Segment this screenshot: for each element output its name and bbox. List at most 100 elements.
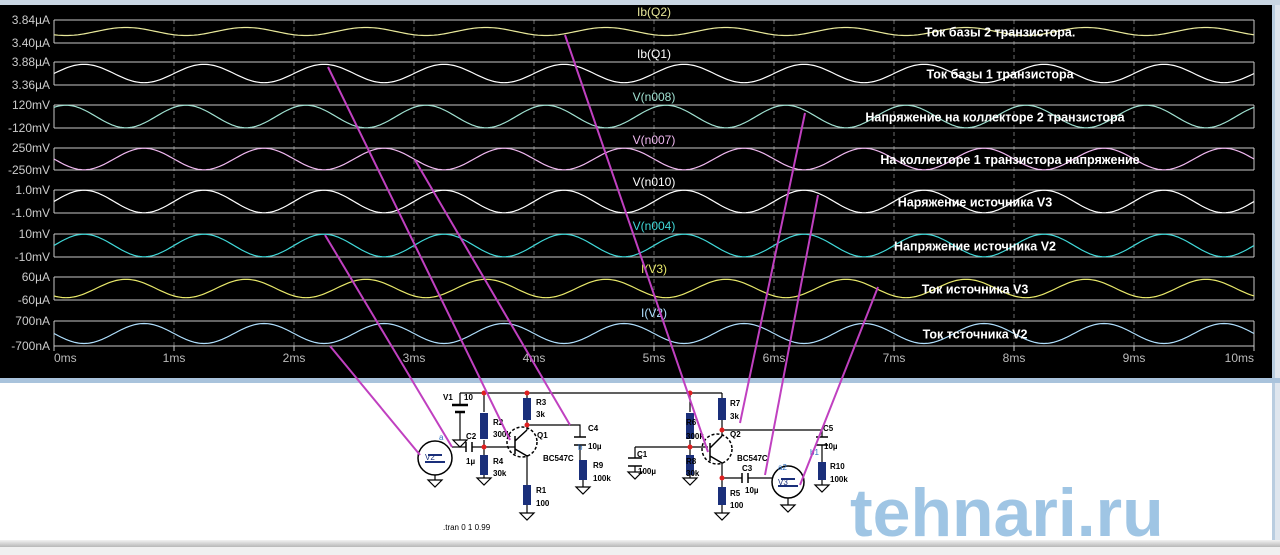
- y-tick-label-bottom: 3.40µA: [12, 36, 50, 50]
- value-v1: 10: [464, 393, 473, 402]
- trace-name-label: I(V2): [641, 306, 667, 320]
- waveform-viewer[interactable]: 0ms 1ms 2ms 3ms 4ms 5ms 6ms 7ms 8ms 9ms 10ms 3.84µA…: [0, 5, 1275, 378]
- value-r9: 100k: [593, 474, 611, 483]
- x-tick-label: 5ms: [643, 351, 666, 365]
- model-q2: BC547C: [737, 454, 768, 463]
- resistor-r3[interactable]: [523, 398, 531, 420]
- value-r2: 300k: [493, 430, 511, 439]
- label-r5: R5: [730, 489, 741, 498]
- label-c5: C5: [823, 424, 834, 433]
- value-r1: 100: [536, 499, 550, 508]
- trace-annotation: Ток источника V3: [922, 283, 1029, 297]
- label-r2: R2: [493, 418, 504, 427]
- label-r3: R3: [536, 398, 547, 407]
- voltage-source-v2: [417, 440, 453, 476]
- trace-name-label: V(n004): [633, 219, 676, 233]
- net-label-b1: b1: [810, 448, 819, 457]
- window-frame: [0, 0, 1280, 5]
- value-r10: 100k: [830, 475, 848, 484]
- resistor-r10[interactable]: [818, 462, 826, 480]
- label-q2: Q2: [730, 430, 741, 439]
- value-r7: 3k: [730, 412, 739, 421]
- resistor-r1[interactable]: [523, 485, 531, 505]
- y-tick-label-bottom: -1.0mV: [11, 206, 50, 220]
- label-r10: R10: [830, 462, 845, 471]
- value-r5: 100: [730, 501, 744, 510]
- label-c3: C3: [742, 464, 753, 473]
- trace-i-v2-: [53, 322, 1255, 345]
- resistor-r2[interactable]: [480, 413, 488, 439]
- x-tick-label: 1ms: [163, 351, 186, 365]
- label-r1: R1: [536, 486, 547, 495]
- y-tick-label-top: 1.0mV: [15, 183, 50, 197]
- net-label-b: b: [578, 443, 583, 452]
- trace-name-label: V(n010): [633, 175, 676, 189]
- schematic-editor[interactable]: tehnari.ru: [0, 383, 1275, 551]
- x-tick-label: 0ms: [54, 351, 77, 365]
- y-tick-label-top: 700nA: [15, 314, 50, 328]
- trace-annotation: На коллекторе 1 транзистора напряжение: [880, 153, 1139, 167]
- ground-symbols: [427, 439, 830, 521]
- x-tick-label: 10ms: [1225, 351, 1254, 365]
- capacitor-c3: [741, 473, 749, 483]
- y-tick-label-top: 3.88µA: [12, 55, 50, 69]
- schematic-canvas[interactable]: tehnari.ru: [0, 383, 1272, 551]
- trace-name-label: V(n008): [633, 90, 676, 104]
- value-c4: 10µ: [588, 442, 602, 451]
- label-r8: R8: [686, 457, 697, 466]
- voltage-source-v3: [771, 465, 805, 499]
- y-tick-label-top: 250mV: [12, 141, 50, 155]
- resistor-r5[interactable]: [718, 487, 726, 505]
- label-c2: C2: [466, 432, 477, 441]
- label-c4: C4: [588, 424, 599, 433]
- value-c1: 100µ: [638, 467, 656, 476]
- label-v2: V2: [425, 453, 435, 462]
- y-tick-label-top: 10mV: [19, 227, 50, 241]
- y-tick-label-bottom: -250mV: [8, 163, 50, 177]
- label-q1: Q1: [537, 431, 548, 440]
- status-bar: [0, 547, 1280, 555]
- label-r7: R7: [730, 399, 741, 408]
- net-label-a2: a2: [778, 463, 787, 472]
- value-r3: 3k: [536, 410, 545, 419]
- y-tick-label-top: 60µA: [22, 270, 50, 284]
- x-tick-label: 7ms: [883, 351, 906, 365]
- horizontal-scrollbar[interactable]: [0, 540, 1280, 547]
- trace-annotation: Наряжение источника V3: [898, 196, 1052, 210]
- value-c2: 1µ: [466, 457, 475, 466]
- spice-directive[interactable]: .tran 0 1 0.99: [443, 523, 491, 532]
- label-v1: V1: [443, 393, 453, 402]
- trace-annotation: Ток тсточника V2: [923, 328, 1028, 342]
- trace-annotation: Напряжение на коллекторе 2 транзистора: [865, 111, 1125, 125]
- resistor-r9[interactable]: [579, 460, 587, 480]
- x-tick-label: 2ms: [283, 351, 306, 365]
- trace-name-label: I(V3): [641, 262, 667, 276]
- y-tick-label-bottom: -10mV: [15, 250, 50, 264]
- y-tick-label-bottom: -60µA: [18, 293, 50, 307]
- trace-name-label: Ib(Q2): [637, 5, 671, 19]
- wires: [434, 392, 823, 513]
- y-tick-label-top: 120mV: [12, 98, 50, 112]
- label-r4: R4: [493, 457, 504, 466]
- capacitor-c2: [465, 442, 473, 452]
- label-v3: V3: [778, 478, 788, 487]
- trace-annotation: Напряжение источника V2: [894, 240, 1056, 254]
- waveform-plot[interactable]: 0ms 1ms 2ms 3ms 4ms 5ms 6ms 7ms 8ms 9ms 10ms 3.84µA…: [0, 5, 1272, 378]
- value-r4: 30k: [493, 469, 507, 478]
- value-c5: 10µ: [824, 442, 838, 451]
- label-r9: R9: [593, 461, 604, 470]
- watermark-logo: tehnari.ru: [850, 475, 1164, 540]
- resistor-r8[interactable]: [686, 455, 694, 475]
- resistor-r7[interactable]: [718, 398, 726, 420]
- x-tick-label: 8ms: [1003, 351, 1026, 365]
- value-c3: 10µ: [745, 486, 759, 495]
- trace-annotation: Ток базы 1 транзистора: [926, 68, 1074, 82]
- resistor-r4[interactable]: [480, 455, 488, 475]
- transistor-q1: [506, 426, 538, 458]
- trace-name-label: V(n007): [633, 133, 676, 147]
- y-tick-label-top: 3.84µA: [12, 13, 50, 27]
- y-tick-label-bottom: -120mV: [8, 121, 50, 135]
- trace-annotation: Ток базы 2 транзистора.: [925, 26, 1076, 40]
- model-q1: BC547C: [543, 454, 574, 463]
- net-label-a: a: [439, 433, 444, 442]
